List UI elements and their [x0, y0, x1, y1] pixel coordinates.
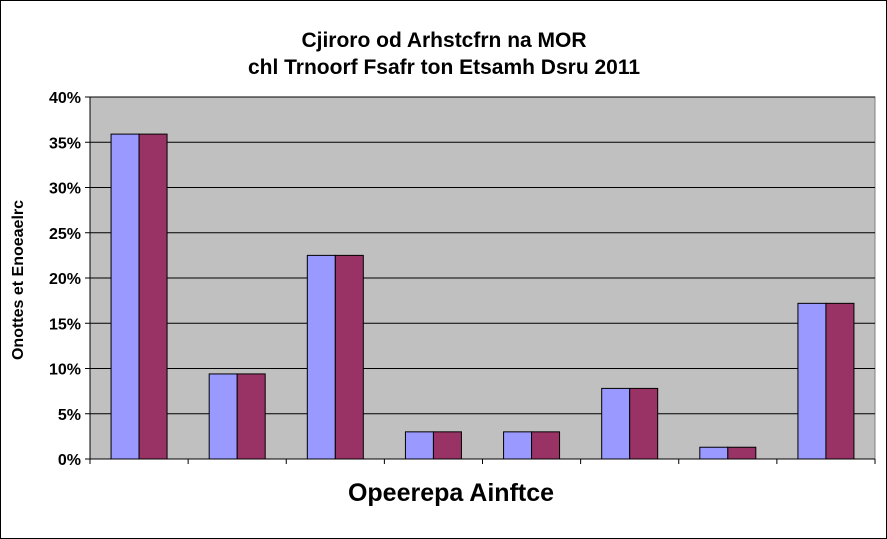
y-tick-label: 30%: [49, 181, 81, 198]
chart-title-line-2: chl Trnoorf Fsafr ton Etsamh Dsru 2011: [248, 56, 640, 79]
bar-series-2-cat-1: [138, 133, 168, 460]
y-tick-label: 35%: [49, 135, 81, 152]
bar-series-1-cat-4: [404, 431, 434, 460]
bar-series-1-cat-6: [601, 387, 631, 460]
chart-title-line-1: Cjiroro od Arhstcfrn na MOR: [301, 29, 586, 52]
bar-series-2-cat-6: [629, 387, 659, 460]
bar-series-2-cat-3: [334, 254, 364, 460]
y-tick-label: 40%: [49, 90, 81, 107]
y-tick-labels: 0% 5% 10% 15% 20% 25% 30% 35% 40%: [49, 90, 81, 469]
y-tick-label: 25%: [49, 226, 81, 243]
bar-series-1-cat-3: [306, 254, 336, 460]
y-tick-label: 0%: [58, 452, 81, 469]
bar-series-1-cat-5: [503, 431, 533, 460]
axes: [85, 96, 876, 464]
bar-series-1-cat-1: [110, 133, 140, 460]
bars: [110, 133, 855, 460]
bar-series-1-cat-7: [699, 446, 729, 460]
bar-series-2-cat-2: [236, 373, 266, 460]
bar-series-2-cat-5: [531, 431, 561, 460]
bar-series-2-cat-4: [432, 431, 462, 460]
bar-series-1-cat-8: [797, 302, 827, 460]
y-tick-label: 15%: [49, 316, 81, 333]
y-tick-label: 10%: [49, 362, 81, 379]
bar-series-1-cat-2: [208, 373, 238, 460]
x-axis-title: Opeerepa Ainftce: [348, 479, 554, 507]
y-tick-label: 20%: [49, 271, 81, 288]
y-tick-label: 5%: [58, 407, 81, 424]
bar-series-2-cat-8: [825, 302, 855, 460]
y-axis-title: Onottes et Enoeaelrc: [10, 200, 27, 360]
bar-series-2-cat-7: [727, 446, 757, 460]
